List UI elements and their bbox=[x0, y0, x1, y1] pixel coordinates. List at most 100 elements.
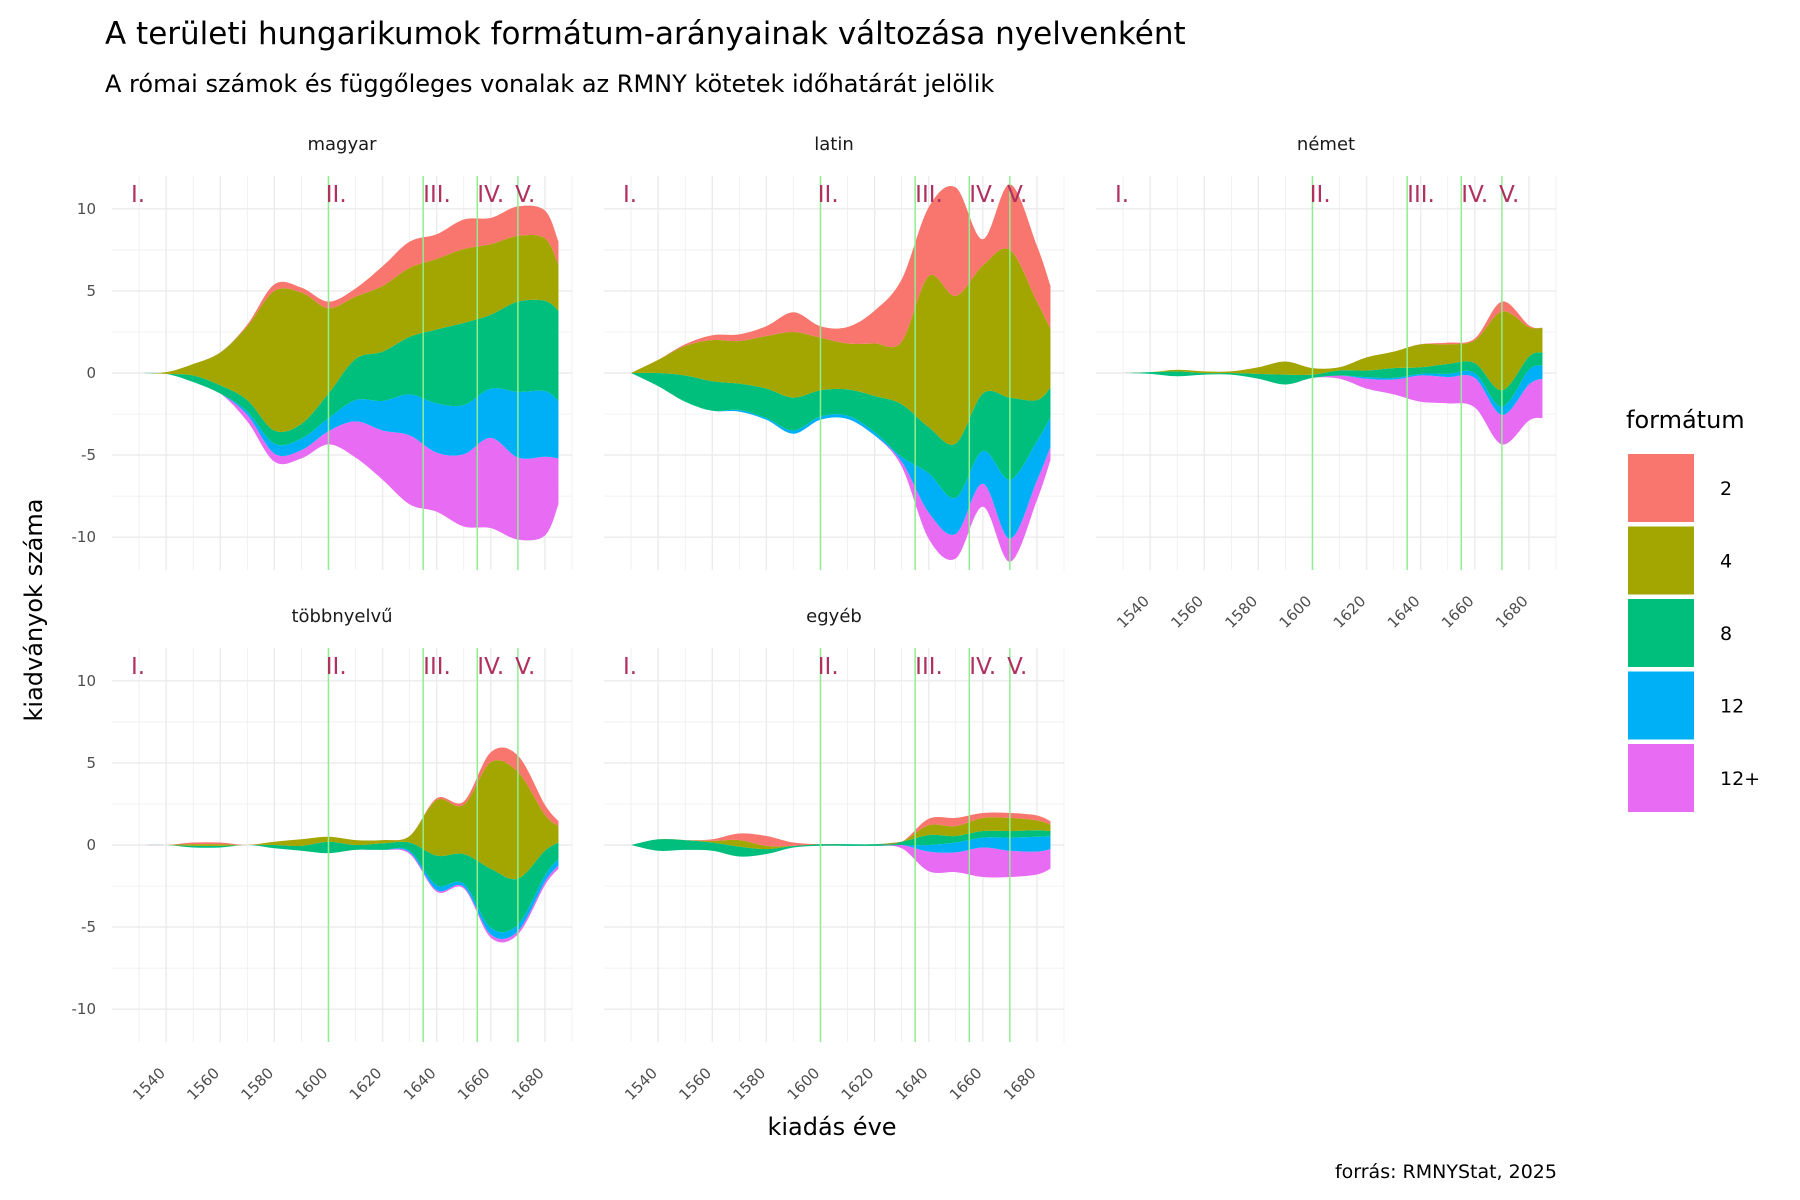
stream-area-nemet-8 bbox=[1123, 352, 1543, 407]
stream-layers bbox=[139, 747, 559, 943]
volume-label-iii: III. bbox=[915, 654, 943, 680]
volume-label-iii: III. bbox=[423, 654, 451, 680]
legend-key-4 bbox=[1628, 526, 1694, 595]
x-tick-label: 1560 bbox=[675, 1064, 715, 1104]
x-tick-label: 1600 bbox=[1276, 592, 1316, 632]
stream-area-latin-4 bbox=[631, 248, 1051, 445]
y-axis-title: kiadványok száma bbox=[20, 499, 48, 722]
stream-area-egyeb-2 bbox=[631, 812, 1051, 847]
caption: forrás: RMNYStat, 2025 bbox=[1335, 1161, 1557, 1183]
volume-label-iv: IV. bbox=[477, 654, 504, 680]
stream-layers bbox=[1123, 301, 1543, 445]
volume-label-ii: II. bbox=[326, 654, 347, 680]
panel-nemet: német 1540 1560 1580 1600 1620 1640 1660 1680 I. I… bbox=[1096, 134, 1557, 632]
volume-label-i: I. bbox=[623, 182, 637, 208]
volume-label-v: V. bbox=[1007, 654, 1027, 680]
stream-area-tobbnyelvu-4 bbox=[139, 760, 559, 880]
stream-area-latin-2 bbox=[631, 184, 1051, 373]
legend-label-4: 4 bbox=[1720, 551, 1732, 573]
volume-label-v: V. bbox=[1007, 182, 1027, 208]
x-tick-label: 1580 bbox=[729, 1064, 769, 1104]
volume-label-i: I. bbox=[1115, 182, 1129, 208]
volume-label-iv: IV. bbox=[477, 182, 504, 208]
volume-label-i: I. bbox=[623, 654, 637, 680]
volume-label-ii: II. bbox=[1310, 182, 1331, 208]
x-tick-label: 1680 bbox=[1492, 592, 1532, 632]
y-tick-label: 5 bbox=[86, 754, 96, 772]
volume-label-iii: III. bbox=[915, 182, 943, 208]
stream-area-egyeb-4 bbox=[631, 817, 1051, 850]
volume-label-i: I. bbox=[131, 654, 145, 680]
volume-label-iii: III. bbox=[423, 182, 451, 208]
y-tick-label: 10 bbox=[77, 200, 96, 218]
volume-label-ii: II. bbox=[818, 182, 839, 208]
y-tick-label: -10 bbox=[72, 1000, 97, 1018]
x-tick-label: 1540 bbox=[1113, 592, 1153, 632]
volume-label-v: V. bbox=[1499, 182, 1519, 208]
volume-label-i: I. bbox=[131, 182, 145, 208]
y-tick-label: -10 bbox=[72, 528, 97, 546]
legend-key-2 bbox=[1628, 454, 1694, 522]
x-tick-label: 1540 bbox=[129, 1064, 169, 1104]
x-tick-label: 1580 bbox=[237, 1064, 277, 1104]
panel-magyar: magyar -10 -5 0 5 10 I. II. III. IV. V. bbox=[72, 134, 573, 570]
stream-area-egyeb-8 bbox=[631, 830, 1051, 857]
stream-area-tobbnyelvu-12 bbox=[139, 844, 559, 940]
x-tick-label: 1680 bbox=[1000, 1064, 1040, 1104]
legend-key-12 bbox=[1628, 671, 1694, 740]
stream-area-latin-8 bbox=[631, 372, 1051, 499]
legend-title: formátum bbox=[1626, 406, 1745, 434]
stream-area-nemet-12 bbox=[1123, 373, 1543, 445]
y-tick-label: -5 bbox=[81, 918, 96, 936]
stream-area-magyar-12 bbox=[139, 372, 559, 459]
stream-area-egyeb-12 bbox=[631, 844, 1051, 878]
x-tick-label: 1560 bbox=[183, 1064, 223, 1104]
volume-label-v: V. bbox=[515, 182, 535, 208]
y-tick-label: -5 bbox=[81, 446, 96, 464]
x-tick-label: 1620 bbox=[1330, 592, 1370, 632]
stream-area-nemet-2 bbox=[1123, 301, 1543, 373]
y-tick-label: 5 bbox=[86, 282, 96, 300]
stream-area-magyar-12 bbox=[139, 372, 559, 541]
chart-subtitle: A római számok és függőleges vonalak az … bbox=[105, 70, 994, 98]
panel-title-egyeb: egyéb bbox=[806, 606, 862, 627]
stream-area-magyar-8 bbox=[139, 299, 559, 446]
volume-label-ii: II. bbox=[326, 182, 347, 208]
legend-key-12 bbox=[1628, 744, 1694, 812]
legend: formátum 2 4 8 12 12+ bbox=[1626, 406, 1760, 812]
stream-area-nemet-4 bbox=[1123, 311, 1543, 391]
volume-label-iv: IV. bbox=[969, 182, 996, 208]
legend-label-12: 12 bbox=[1720, 696, 1744, 718]
volume-label-iii: III. bbox=[1407, 182, 1435, 208]
volume-label-ii: II. bbox=[818, 654, 839, 680]
panel-latin: latin I. II. III. IV. V. bbox=[604, 134, 1065, 570]
stream-area-magyar-2 bbox=[139, 205, 559, 374]
chart-title: A területi hungarikumok formátum-arányai… bbox=[105, 16, 1186, 52]
x-tick-label: 1660 bbox=[454, 1064, 494, 1104]
panel-tobbnyelvu: többnyelvű -10 -5 0 5 10 1540 1560 1580 1600 1620 1… bbox=[72, 606, 573, 1104]
x-tick-label: 1640 bbox=[400, 1064, 440, 1104]
x-tick-label: 1540 bbox=[621, 1064, 661, 1104]
legend-label-8: 8 bbox=[1720, 623, 1732, 645]
y-tick-label: 10 bbox=[77, 672, 96, 690]
x-tick-label: 1620 bbox=[838, 1064, 878, 1104]
stream-area-latin-12 bbox=[631, 373, 1051, 562]
stream-area-magyar-4 bbox=[139, 234, 559, 432]
x-tick-label: 1620 bbox=[346, 1064, 386, 1104]
x-tick-label: 1600 bbox=[784, 1064, 824, 1104]
volume-label-iv: IV. bbox=[1461, 182, 1488, 208]
x-tick-label: 1640 bbox=[892, 1064, 932, 1104]
panel-title-magyar: magyar bbox=[307, 134, 377, 155]
y-tick-label: 0 bbox=[86, 836, 96, 854]
stream-layers bbox=[139, 205, 559, 541]
stream-layers bbox=[631, 812, 1051, 878]
x-tick-label: 1600 bbox=[292, 1064, 332, 1104]
x-tick-label: 1660 bbox=[946, 1064, 986, 1104]
stream-area-egyeb-12 bbox=[631, 835, 1051, 857]
stream-area-nemet-12 bbox=[1123, 365, 1543, 415]
y-tick-label: 0 bbox=[86, 364, 96, 382]
panel-title-latin: latin bbox=[814, 134, 854, 155]
x-tick-label: 1640 bbox=[1384, 592, 1424, 632]
